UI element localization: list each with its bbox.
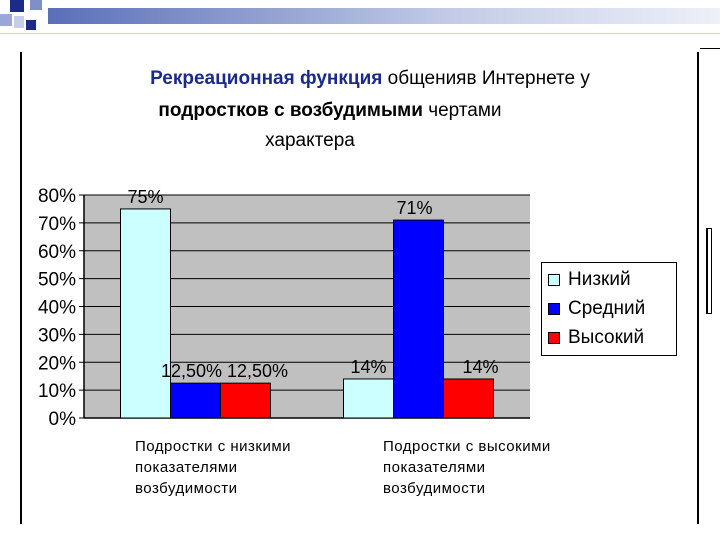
y-tick-label: 30% [38, 325, 76, 346]
bar-0-0 [120, 208, 171, 419]
data-label-0-1: 14% [350, 357, 386, 377]
y-tick-label: 80% [38, 186, 76, 207]
y-tick-label: 40% [38, 298, 76, 319]
chart-title-line-3: характера [60, 130, 560, 152]
chart-frame-left [20, 52, 22, 524]
data-label-2-0: 12,50% [227, 361, 288, 381]
y-tick-label: 10% [38, 381, 76, 402]
y-tick-label: 20% [38, 353, 76, 374]
data-label-1-1: 71% [396, 198, 432, 218]
header-rule [0, 33, 720, 34]
category-label-high: Подростки с высокими показателями возбуд… [383, 438, 551, 497]
legend-item-high: Высокий [548, 325, 644, 351]
legend-swatch-low [548, 274, 560, 286]
chart-title-part: характера [265, 130, 355, 151]
chart-title-line-1: Рекреационная функция общенияв Интернете… [120, 68, 620, 90]
corner-decoration [0, 0, 60, 40]
y-tick-label: 0% [49, 409, 77, 430]
bar-2-0 [220, 382, 271, 419]
legend-label-high: Высокий [568, 327, 645, 348]
legend-label-medium: Средний [568, 298, 646, 319]
legend-swatch-high [548, 332, 560, 344]
category-label-low: Подростки с низкими показателями возбуди… [135, 438, 292, 497]
y-tick-label: 50% [38, 270, 76, 291]
legend-swatch-medium [548, 303, 560, 315]
header-gradient-bar [48, 8, 720, 24]
side-bracket [706, 228, 712, 314]
bar-1-1 [393, 219, 444, 419]
data-label-2-1: 14% [462, 357, 498, 377]
chart-frame-top [700, 48, 720, 49]
y-tick-label: 60% [38, 242, 76, 263]
data-label-0-0: 75% [127, 187, 163, 207]
bar-1-0 [170, 382, 221, 419]
chart-legend: Низкий Средний Высокий [541, 262, 677, 356]
legend-item-medium: Средний [548, 296, 645, 322]
y-tick-label: 70% [38, 214, 76, 235]
legend-item-low: Низкий [548, 267, 631, 293]
chart-title-part: общенияв Интернете у [382, 68, 590, 89]
chart-title-line-2: подростков с возбудимыми чертами [80, 100, 580, 122]
data-label-1-0: 12,50% [161, 361, 222, 381]
legend-label-low: Низкий [568, 269, 631, 290]
chart-title-part: чертами [422, 100, 502, 121]
bar-0-1 [343, 378, 394, 419]
chart-title-part: подростков с возбудимыми [158, 100, 423, 121]
bar-2-1 [443, 378, 494, 419]
chart-frame-right [697, 52, 699, 524]
chart-title-highlight: Рекреационная функция [150, 68, 383, 89]
